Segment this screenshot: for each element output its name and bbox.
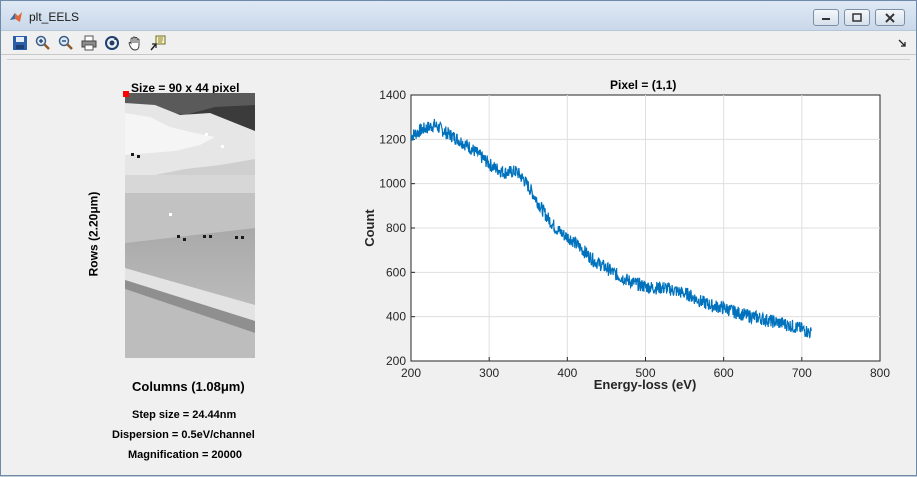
image-xlabel: Columns (1.08μm) bbox=[132, 379, 245, 394]
step-size-label: Step size = 24.44nm bbox=[132, 409, 237, 421]
defect-pixels bbox=[131, 153, 244, 241]
dock-arrow-icon[interactable] bbox=[898, 39, 906, 47]
save-button[interactable] bbox=[11, 34, 29, 52]
close-button[interactable] bbox=[875, 9, 905, 26]
dispersion-label: Dispersion = 0.5eV/channel bbox=[112, 429, 255, 441]
rotate-button[interactable] bbox=[103, 34, 121, 52]
data-cursor-button[interactable] bbox=[149, 34, 167, 52]
zoom-out-button[interactable] bbox=[57, 34, 75, 52]
window-title: plt_EELS bbox=[29, 10, 80, 24]
figure-toolbar bbox=[1, 31, 916, 55]
zoom-in-icon bbox=[35, 35, 50, 50]
selected-pixel-marker[interactable] bbox=[123, 91, 129, 97]
minimize-button[interactable] bbox=[813, 9, 839, 26]
image-ylabel: Rows (2.20μm) bbox=[86, 191, 101, 277]
rotate-3d-icon bbox=[105, 36, 119, 50]
title-bar: plt_EELS bbox=[1, 1, 916, 31]
eels-map-graphic bbox=[125, 93, 255, 358]
maximize-icon bbox=[852, 13, 862, 22]
print-button[interactable] bbox=[80, 34, 98, 52]
close-icon bbox=[885, 12, 895, 23]
magnification-label: Magnification = 20000 bbox=[128, 449, 243, 461]
chart-title: Pixel = (1,1) bbox=[610, 78, 677, 92]
pan-button[interactable] bbox=[126, 34, 144, 52]
zoom-out-icon bbox=[58, 35, 73, 50]
data-cursor-icon bbox=[150, 35, 166, 51]
maximize-button[interactable] bbox=[844, 9, 870, 26]
minimize-icon bbox=[822, 17, 830, 20]
eels-map-image[interactable] bbox=[125, 93, 255, 358]
print-icon bbox=[81, 35, 97, 51]
save-icon bbox=[13, 36, 27, 50]
plot-area[interactable] bbox=[410, 94, 881, 362]
zoom-in-button[interactable] bbox=[34, 34, 52, 52]
bright-pixels bbox=[169, 133, 224, 216]
image-title: Size = 90 x 44 pixel bbox=[131, 81, 240, 95]
matlab-icon bbox=[10, 12, 22, 22]
pan-icon bbox=[128, 36, 140, 51]
